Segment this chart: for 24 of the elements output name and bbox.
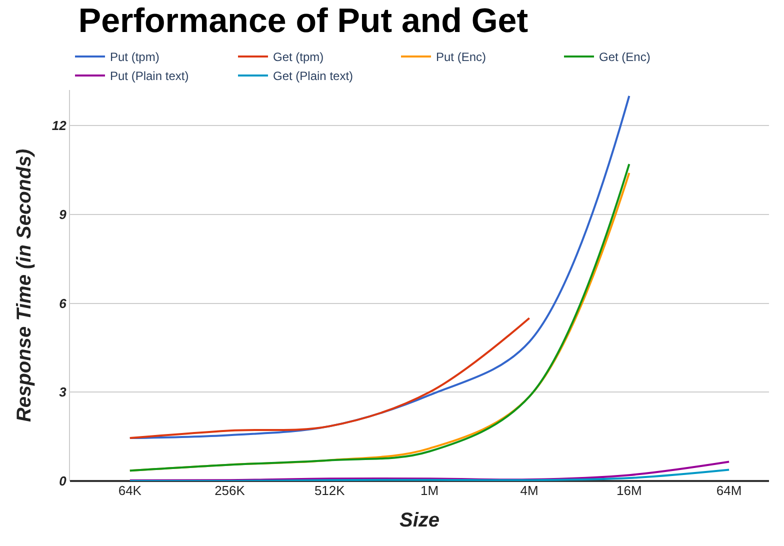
legend-label: Put (tpm) bbox=[110, 50, 160, 64]
y-tick-label: 0 bbox=[59, 474, 68, 489]
y-tick-label: 3 bbox=[59, 384, 68, 400]
y-tick-label: 12 bbox=[52, 118, 68, 134]
line-series bbox=[128, 317, 530, 440]
x-tick-label: 256K bbox=[214, 483, 246, 498]
legend-label: Get (Plain text) bbox=[273, 69, 354, 84]
line-series bbox=[128, 468, 730, 481]
x-tick-label: 512K bbox=[314, 483, 346, 498]
x-tick-label: 16M bbox=[616, 483, 642, 498]
line-series bbox=[128, 460, 730, 481]
y-tick-label: 6 bbox=[59, 296, 68, 311]
x-tick-label: 64M bbox=[716, 483, 742, 498]
legend-label: Get (Enc) bbox=[599, 50, 650, 64]
legend-label: Put (Plain text) bbox=[110, 69, 189, 84]
y-tick-label: 9 bbox=[59, 206, 68, 222]
x-tick-label: 1M bbox=[420, 483, 439, 498]
x-tick-label: 4M bbox=[520, 483, 538, 498]
legend-label: Put (Enc) bbox=[436, 50, 486, 64]
legend-label: Get (tpm) bbox=[273, 50, 324, 64]
chart-title: Performance of Put and Get bbox=[78, 2, 528, 40]
x-axis-title: Size bbox=[399, 510, 440, 532]
x-tick-label: 64K bbox=[118, 483, 142, 498]
y-axis-title: Response Time (in Seconds) bbox=[13, 148, 36, 422]
